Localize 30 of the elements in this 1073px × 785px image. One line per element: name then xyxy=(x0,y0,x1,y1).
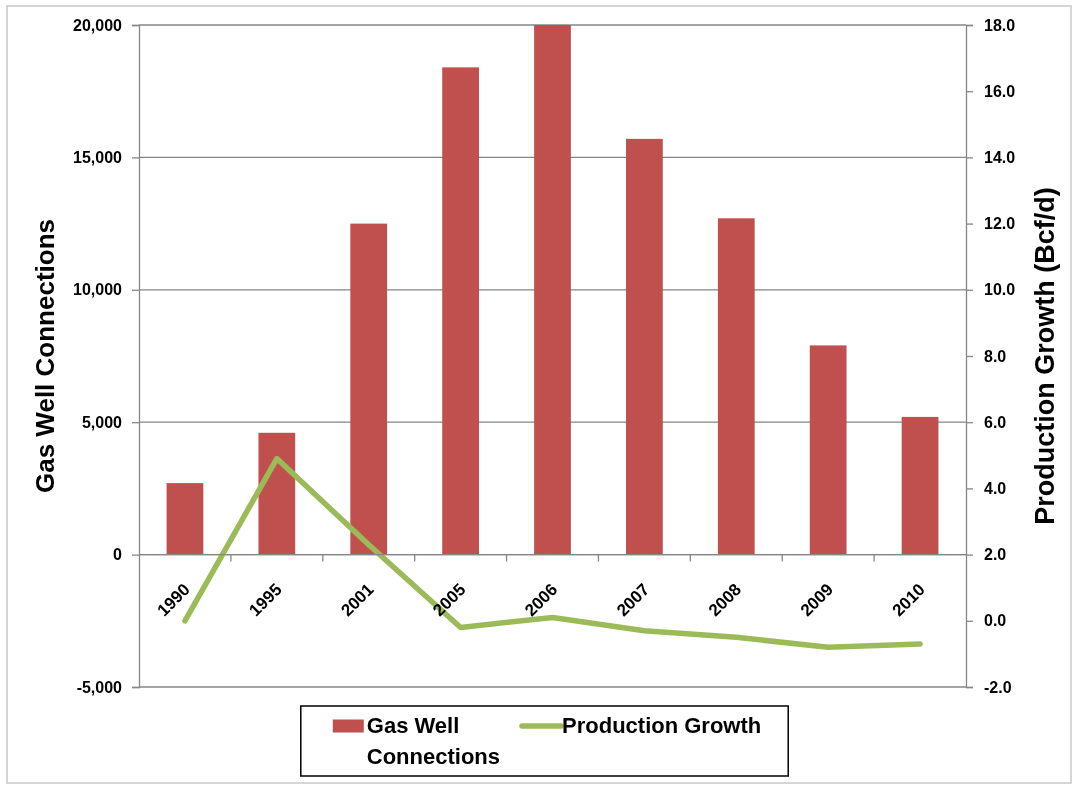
bar xyxy=(626,138,663,555)
y2-tick-label: 16.0 xyxy=(984,82,1016,100)
bar xyxy=(809,345,847,555)
y-tick-label: 15,000 xyxy=(73,149,123,167)
y2-tick-label: 2.0 xyxy=(984,546,1007,564)
y2-tick-label: 10.0 xyxy=(984,281,1016,299)
y2-tick-label: -2.0 xyxy=(984,678,1012,696)
bar xyxy=(258,432,296,555)
y-tick-label: 5,000 xyxy=(81,413,123,431)
bar xyxy=(901,416,939,555)
y-tick-label: 20,000 xyxy=(73,16,123,34)
y-axis-title: Gas Well Connections xyxy=(30,218,61,494)
y2-tick-label: 0.0 xyxy=(984,612,1007,630)
y2-tick-label: 6.0 xyxy=(984,413,1007,431)
bar xyxy=(442,67,479,555)
y2-tick-label: 14.0 xyxy=(984,149,1016,167)
y2-axis-title: Production Growth (Bcf/d) xyxy=(1030,187,1061,525)
y2-tick-label: 12.0 xyxy=(984,215,1016,233)
bar xyxy=(350,223,388,555)
y2-tick-label: 18.0 xyxy=(984,16,1016,34)
legend-label: Production Growth xyxy=(562,713,762,738)
bar xyxy=(534,25,571,555)
y-tick-label: -5,000 xyxy=(76,678,123,696)
legend-label: Gas Well Connections xyxy=(366,713,501,769)
y-tick-label: 0 xyxy=(113,546,123,564)
y-tick-label: 10,000 xyxy=(73,281,123,299)
bar xyxy=(166,483,204,555)
bar xyxy=(717,218,755,555)
y2-tick-label: 8.0 xyxy=(984,347,1007,365)
y2-tick-label: 4.0 xyxy=(984,480,1007,498)
